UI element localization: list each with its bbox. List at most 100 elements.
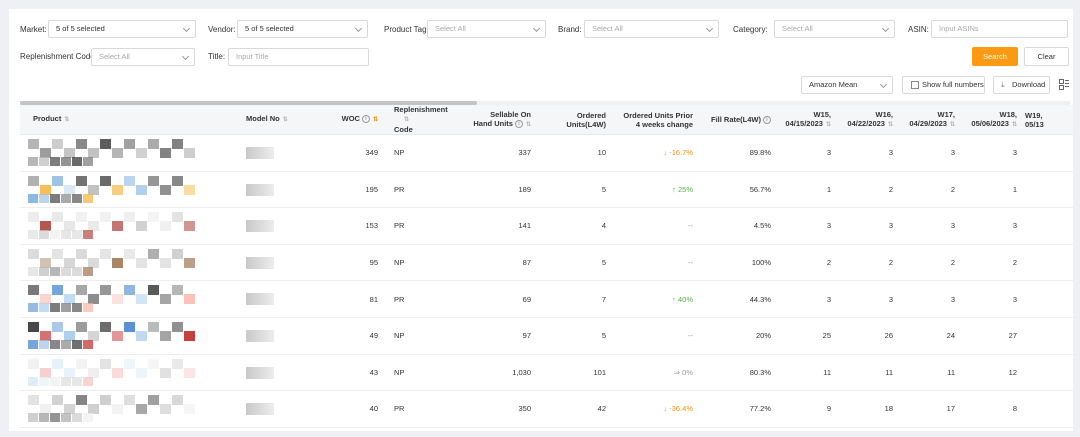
info-icon[interactable]: i [361, 115, 370, 124]
woc-cell: 43 [329, 354, 382, 392]
product-thumbnail[interactable] [24, 212, 224, 240]
week-cell-w19 [1021, 171, 1073, 209]
arrow-right-icon: ⇒ [673, 367, 683, 377]
sort-icon[interactable]: ⇅ [64, 117, 70, 123]
model-cell [242, 244, 329, 282]
col-product[interactable]: Product ⇅ [20, 105, 242, 135]
category-select[interactable]: Select All [774, 20, 895, 38]
model-cell [242, 207, 329, 245]
product-cell[interactable] [20, 354, 242, 392]
col-prior-change[interactable]: Ordered Units Prior 4 weeks change [610, 105, 697, 135]
table-row[interactable]: 81 PR 69 7 ↑ 40% 44.3% 3 3 3 3 [20, 280, 1073, 318]
chevron-down-icon [182, 24, 191, 33]
week-cell: 26 [835, 317, 897, 355]
model-number-blurred [246, 329, 274, 342]
sort-icon[interactable]: ⇅ [282, 117, 288, 123]
week-cell-w19 [1021, 134, 1073, 172]
week-cell: 11 [775, 354, 835, 392]
column-settings-icon[interactable] [1059, 79, 1069, 90]
brand-select[interactable]: Select All [584, 20, 719, 38]
col-woc[interactable]: WOC i ⇅ [329, 105, 382, 135]
table-row[interactable]: 349 NP 337 10 ↓ -16.7% 89.8% 3 3 3 3 [20, 134, 1073, 172]
week-cell: 3 [835, 134, 897, 172]
product-cell[interactable] [20, 317, 242, 355]
ordered-cell: 5 [535, 317, 610, 355]
table-row[interactable]: 49 NP 97 5 -- 20% 25 26 24 27 [20, 317, 1073, 355]
table-row[interactable]: 195 PR 189 5 ↑ 25% 56.7% 1 2 2 1 [20, 171, 1073, 209]
col-fill-rate[interactable]: Fill Rate(L4W) i [697, 105, 775, 135]
product-thumbnail[interactable] [24, 321, 224, 350]
product-cell[interactable] [20, 207, 242, 245]
week-cell: 2 [897, 171, 959, 209]
week-cell: 3 [775, 280, 835, 318]
chevron-down-icon [354, 24, 363, 33]
product-thumbnail[interactable] [24, 248, 224, 277]
col-w18[interactable]: W18, 05/06/2023 ⇅ [959, 105, 1021, 135]
product-cell[interactable] [20, 280, 242, 318]
product-cell[interactable] [20, 244, 242, 282]
replenishment-code-cell: PR [382, 280, 452, 318]
model-cell [242, 317, 329, 355]
sort-icon[interactable]: ⇅ [404, 117, 410, 123]
ordered-cell: 5 [535, 244, 610, 282]
product-thumbnail[interactable] [24, 285, 224, 313]
product-thumbnail[interactable] [24, 358, 224, 387]
mean-select[interactable]: Amazon Mean [801, 76, 893, 94]
table-row[interactable]: 40 PR 350 42 ↓ -36.4% 77.2% 9 18 17 8 [20, 390, 1073, 428]
col-replenishment[interactable]: Replenishment⇅ Code [382, 105, 452, 135]
week-cell: 2 [959, 244, 1021, 282]
download-button[interactable]: ⤓ Download [993, 76, 1050, 94]
col-model[interactable]: Model No ⇅ [242, 105, 329, 135]
week-cell: 3 [959, 280, 1021, 318]
clear-button[interactable]: Clear [1024, 47, 1069, 66]
replenishment-code-cell: PR [382, 390, 452, 428]
sellable-cell: 87 [452, 244, 535, 282]
product-cell[interactable] [20, 390, 242, 428]
col-w15[interactable]: W15, 04/15/2023 ⇅ [775, 105, 835, 135]
col-sellable[interactable]: Sellable On Hand Units i ⇅ [452, 105, 535, 135]
sort-icon[interactable]: ⇅ [1011, 121, 1017, 128]
week-cell: 2 [897, 244, 959, 282]
download-icon: ⤓ [1001, 80, 1005, 89]
product-thumbnail[interactable] [24, 175, 224, 204]
model-number-blurred [246, 366, 274, 379]
product-tag-select[interactable]: Select All [427, 20, 546, 38]
product-thumbnail[interactable] [24, 395, 224, 423]
info-icon[interactable]: i [514, 119, 523, 128]
woc-cell: 195 [329, 171, 382, 209]
week-cell: 9 [775, 390, 835, 428]
scrollbar-thumb[interactable] [20, 101, 477, 105]
title-input[interactable]: Input Title [228, 48, 369, 66]
col-w16[interactable]: W16, 04/22/2023 ⇅ [835, 105, 897, 135]
sort-icon[interactable]: ⇅ [949, 121, 955, 128]
week-cell: 3 [835, 280, 897, 318]
ordered-cell: 7 [535, 280, 610, 318]
show-full-numbers-button[interactable]: Show full numbers [902, 76, 985, 94]
col-ordered[interactable]: Ordered Units(L4W) [535, 105, 610, 135]
table-row[interactable]: 43 NP 1,030 101 ⇒ 0% 80.3% 11 11 11 12 [20, 354, 1073, 392]
model-number-blurred [246, 293, 274, 306]
fill-rate-cell: 100% [697, 244, 775, 282]
col-w17[interactable]: W17, 04/29/2023 ⇅ [897, 105, 959, 135]
table-row[interactable]: 95 NP 87 5 -- 100% 2 2 2 2 [20, 244, 1073, 282]
product-thumbnail[interactable] [24, 139, 224, 167]
sort-icon[interactable]: ⇅ [525, 121, 531, 128]
search-button[interactable]: Search [972, 47, 1018, 66]
woc-cell: 95 [329, 244, 382, 282]
product-cell[interactable] [20, 171, 242, 209]
replenishment-code-select[interactable]: Select All [91, 48, 195, 66]
week-cell: 18 [835, 390, 897, 428]
week-cell: 24 [897, 317, 959, 355]
sort-icon[interactable]: ⇅ [825, 121, 831, 128]
asin-input[interactable]: Input ASINs [931, 20, 1068, 38]
info-icon[interactable]: i [763, 116, 771, 124]
table-row[interactable]: 153 PR 141 4 -- 4.5% 3 3 3 3 [20, 207, 1073, 245]
product-cell[interactable] [20, 134, 242, 172]
week-cell: 2 [835, 244, 897, 282]
col-w19[interactable]: W19, 05/13 [1021, 105, 1073, 135]
horizontal-scrollbar[interactable] [20, 101, 1070, 105]
sort-icon[interactable]: ⇅ [887, 121, 893, 128]
sort-icon-active[interactable]: ⇅ [372, 117, 378, 123]
market-select[interactable]: 5 of 5 selected [48, 20, 196, 38]
vendor-select[interactable]: 5 of 5 selected [237, 20, 368, 38]
